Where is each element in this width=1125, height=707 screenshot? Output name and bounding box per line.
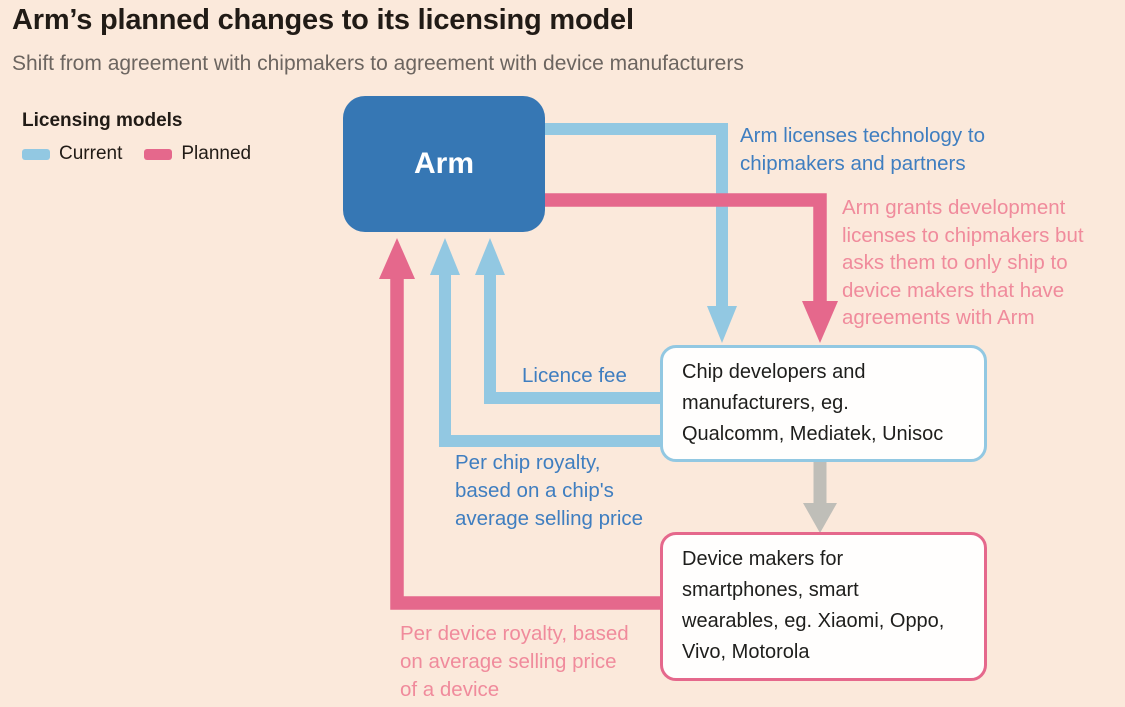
arrow-per-chip-royalty-current (430, 238, 660, 447)
annotation-arm-licenses: Arm licenses technology to chipmakers an… (740, 124, 985, 175)
page-subtitle: Shift from agreement with chipmakers to … (12, 52, 744, 75)
node-arm-label: Arm (413, 147, 474, 180)
annotation-per-chip-royalty: Per chip royalty, based on a chip's aver… (455, 451, 644, 530)
arrow-arm-to-chipmakers-planned (545, 193, 838, 343)
legend-swatch-current (22, 148, 50, 160)
page-title: Arm’s planned changes to its licensing m… (12, 4, 634, 36)
legend-title: Licensing models (22, 110, 183, 131)
arrow-per-device-royalty-planned (379, 238, 660, 610)
arrow-arm-to-chipmakers-current (545, 123, 737, 343)
legend-label-planned: Planned (181, 143, 252, 164)
node-chip-makers: Chip developers and manufacturers, eg. Q… (660, 345, 987, 462)
annotation-licence-fee: Licence fee (522, 364, 627, 387)
node-device-makers: Device makers for smartphones, smart wea… (660, 532, 987, 681)
arrow-chipmakers-to-devicemakers (803, 462, 837, 533)
node-arm: Arm (343, 96, 545, 232)
legend: Current Planned (22, 143, 251, 165)
annotation-per-device-royalty: Per device royalty, based on average sel… (400, 622, 629, 701)
legend-swatch-planned (144, 148, 173, 160)
arrow-licence-fee-current (475, 238, 660, 404)
legend-label-current: Current (59, 143, 123, 164)
annotation-arm-grants: Arm grants development licenses to chipm… (842, 196, 1084, 329)
